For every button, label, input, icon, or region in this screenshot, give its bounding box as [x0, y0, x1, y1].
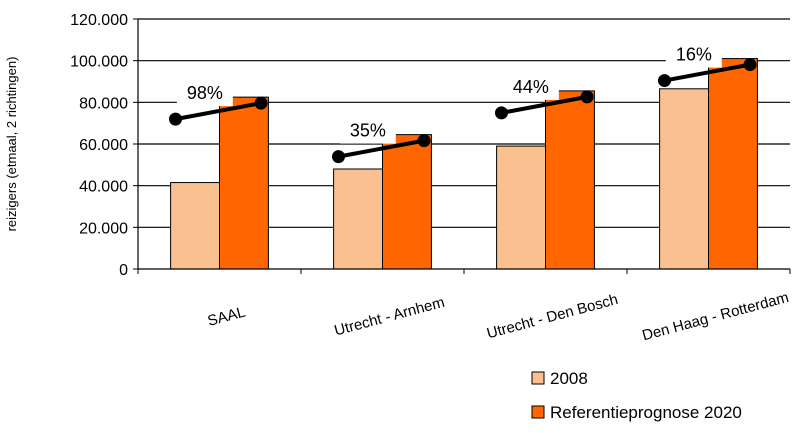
growth-dot-start [657, 74, 671, 88]
growth-label: 98% [187, 83, 223, 103]
growth-line [175, 101, 262, 122]
bar-2008 [496, 145, 547, 270]
legend: 2008 Referentieprognose 2020 [531, 369, 742, 422]
y-tick-label: 80.000 [79, 95, 128, 112]
bar-2008 [659, 88, 709, 270]
y-tick-label: 120.000 [70, 12, 128, 29]
growth-dot-end [743, 58, 757, 72]
axes [133, 18, 791, 274]
legend-swatch [531, 371, 545, 385]
growth-dot-start [331, 150, 345, 164]
bar-2008 [170, 182, 221, 270]
y-axis-label: reizigers (etmaal, 2 richtingen) [4, 57, 19, 232]
y-tick-labels: 0 20.000 40.000 60.000 80.000 100.000 120.000 [70, 12, 128, 279]
bars [170, 58, 758, 270]
growth-line [501, 94, 588, 115]
growth-label-bg [665, 43, 722, 68]
x-tick-label: Utrecht - Arnhem [333, 294, 447, 340]
legend-label: Referentieprognose 2020 [550, 403, 742, 422]
y-tick-label: 100.000 [70, 54, 128, 71]
bar-2020 [708, 58, 758, 270]
x-tick-label: Utrecht - Den Bosch [485, 291, 620, 342]
growth-annotations: 98% 35% 44% 16% [168, 43, 757, 164]
y-tick-label: 40.000 [79, 179, 128, 196]
x-tick-labels: SAAL Utrecht - Arnhem Utrecht - Den Bosch D… [206, 289, 791, 344]
growth-dot-end [254, 96, 268, 110]
bar-2020 [382, 134, 432, 270]
x-tick-label: SAAL [206, 303, 247, 329]
growth-label: 35% [350, 121, 386, 141]
growth-label: 16% [676, 45, 712, 65]
growth-line [664, 62, 751, 83]
growth-line [338, 138, 425, 159]
legend-swatch [531, 405, 545, 419]
growth-label: 44% [513, 77, 549, 97]
bar-2020 [219, 96, 269, 270]
growth-dot-start [168, 112, 182, 126]
legend-label: 2008 [550, 369, 588, 388]
growth-label-bg [339, 119, 396, 144]
growth-label-bg [502, 75, 559, 100]
growth-dot-end [580, 90, 594, 104]
x-tick-label: Den Haag - Rotterdam [640, 289, 790, 344]
y-tick-label: 60.000 [79, 137, 128, 154]
y-tick-label: 0 [119, 262, 128, 279]
y-tick-label: 20.000 [79, 220, 128, 237]
bar-2008 [333, 168, 384, 270]
growth-dot-start [494, 106, 508, 120]
growth-dot-end [417, 134, 431, 148]
bar-2020 [545, 90, 595, 270]
growth-label-bg [176, 82, 233, 107]
